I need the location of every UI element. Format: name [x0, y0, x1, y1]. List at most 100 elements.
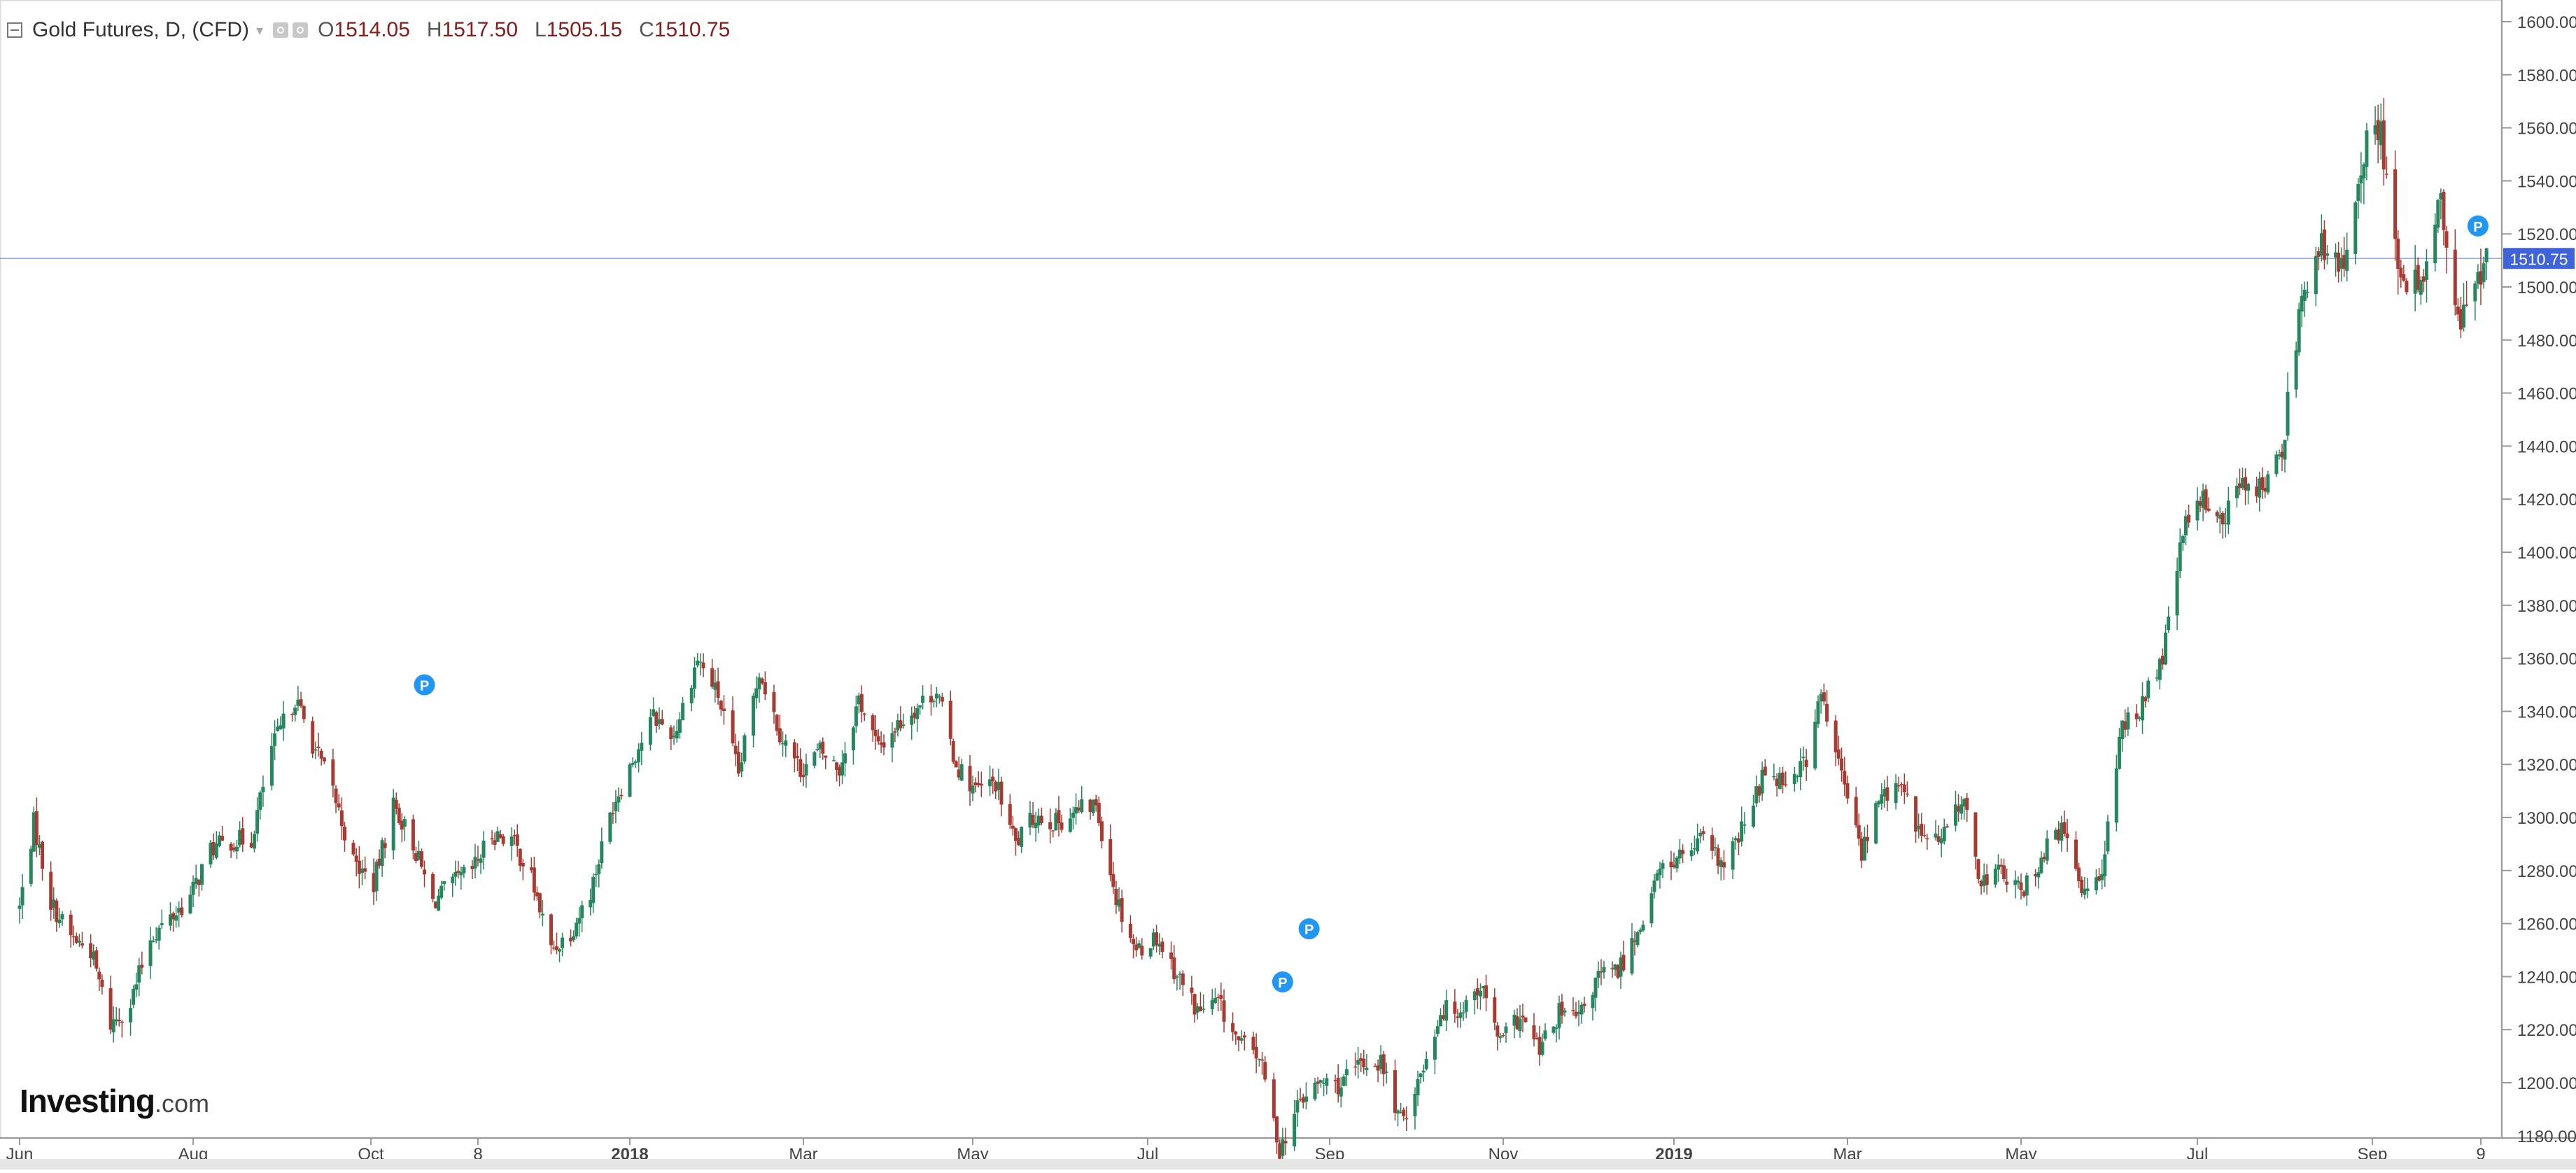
current-price-label: 1510.75 — [2510, 250, 2568, 268]
candle-down — [1077, 807, 1081, 811]
candle-down — [1017, 838, 1021, 845]
candle-down — [722, 708, 726, 711]
candle-down — [1973, 812, 1978, 857]
candle-down — [1902, 784, 1906, 793]
candle-up — [1959, 804, 1964, 814]
candle-up — [1444, 1000, 1449, 1021]
candle-down — [1381, 1054, 1386, 1074]
candle-down — [1621, 955, 1626, 971]
candle-up — [52, 899, 56, 908]
candle-down — [1475, 988, 1479, 996]
candle-up — [617, 796, 621, 803]
candle-up — [937, 696, 941, 697]
candle-down — [512, 835, 516, 836]
settings-icon[interactable] — [273, 22, 289, 38]
candle-up — [1239, 1038, 1244, 1041]
candle-up — [2060, 822, 2064, 841]
candle-up — [437, 895, 441, 911]
candle-down — [1836, 749, 1840, 759]
candle-up — [1792, 773, 1796, 785]
candle-up — [628, 764, 632, 797]
candle-up — [931, 701, 936, 702]
candle-down — [1169, 952, 1174, 960]
candle-down — [1560, 1002, 1564, 1016]
candle-down — [2244, 477, 2248, 491]
candle-down — [1172, 957, 1176, 980]
visibility-icon[interactable] — [293, 22, 309, 38]
candle-down — [2465, 304, 2469, 306]
candle-up — [1481, 986, 1486, 989]
candle-up — [2274, 454, 2279, 475]
candle-up — [1028, 813, 1032, 828]
candle-down — [232, 847, 236, 850]
candle-up — [1157, 943, 1162, 947]
candle-up — [269, 745, 274, 786]
candle-up — [633, 761, 638, 764]
candle-up — [675, 731, 679, 739]
current-price-tag — [2503, 248, 2575, 269]
candle-up — [1698, 832, 1703, 836]
candle-up — [1151, 932, 1155, 947]
candle-up — [681, 703, 685, 720]
candle-down — [957, 769, 961, 778]
candle-down — [501, 836, 505, 844]
candle-down — [394, 799, 398, 809]
candle-down — [97, 971, 101, 980]
candle-down — [1865, 837, 1869, 841]
candle-down — [2144, 697, 2148, 702]
candle-up — [1416, 1079, 1420, 1095]
event-marker[interactable] — [414, 674, 435, 696]
candle-up — [742, 735, 747, 762]
candle-down — [763, 682, 767, 695]
candle-up — [1894, 782, 1898, 803]
candle-up — [255, 810, 260, 834]
candle-up — [631, 763, 635, 765]
candle-up — [2339, 258, 2344, 269]
candle-down — [299, 699, 303, 707]
event-marker[interactable] — [1272, 971, 1293, 992]
candle-down — [49, 871, 53, 911]
candle-up — [111, 1019, 115, 1033]
candle-up — [696, 660, 700, 666]
candle-down — [311, 721, 315, 754]
y-tick-label-partial: 1180.00 — [2517, 1128, 2576, 1146]
candle-up — [652, 709, 656, 717]
candle-up — [1356, 1060, 1360, 1065]
candle-down — [1192, 994, 1197, 1015]
candle-up — [1740, 821, 1744, 842]
candle-up — [713, 682, 717, 690]
collapse-legend-icon[interactable] — [7, 22, 22, 38]
event-marker[interactable] — [1298, 918, 1320, 940]
candle-down — [521, 862, 525, 867]
candle-down — [1905, 793, 1909, 795]
candle-down — [882, 742, 886, 747]
event-marker[interactable] — [2467, 215, 2489, 237]
candle-up — [2234, 486, 2239, 498]
candle-up — [1655, 873, 1659, 881]
candle-down — [660, 719, 664, 725]
candle-down — [1132, 939, 1136, 945]
candle-up — [1080, 799, 1084, 813]
candle-up — [2126, 712, 2130, 730]
candle-up — [2117, 736, 2121, 769]
candle-up — [2356, 183, 2360, 202]
y-tick-label: 1360.00 — [2517, 650, 2576, 669]
chevron-down-icon[interactable]: ▾ — [256, 22, 264, 38]
candle-down — [1298, 1098, 1302, 1100]
bottom-scroll-strip[interactable] — [0, 1159, 2576, 1170]
candle-up — [1962, 799, 1966, 807]
candle-down — [2316, 251, 2321, 257]
candle-down — [948, 701, 952, 739]
candle-down — [838, 767, 842, 776]
candle-up — [1882, 789, 1887, 797]
candle-down — [1362, 1058, 1366, 1068]
candle-down — [777, 728, 782, 743]
candle-up — [2106, 821, 2110, 852]
candle-down — [1999, 864, 2004, 867]
candle-up — [1579, 1004, 1584, 1015]
candle-down — [2456, 306, 2460, 315]
candle-down — [2080, 879, 2084, 893]
candle-up — [815, 749, 819, 750]
